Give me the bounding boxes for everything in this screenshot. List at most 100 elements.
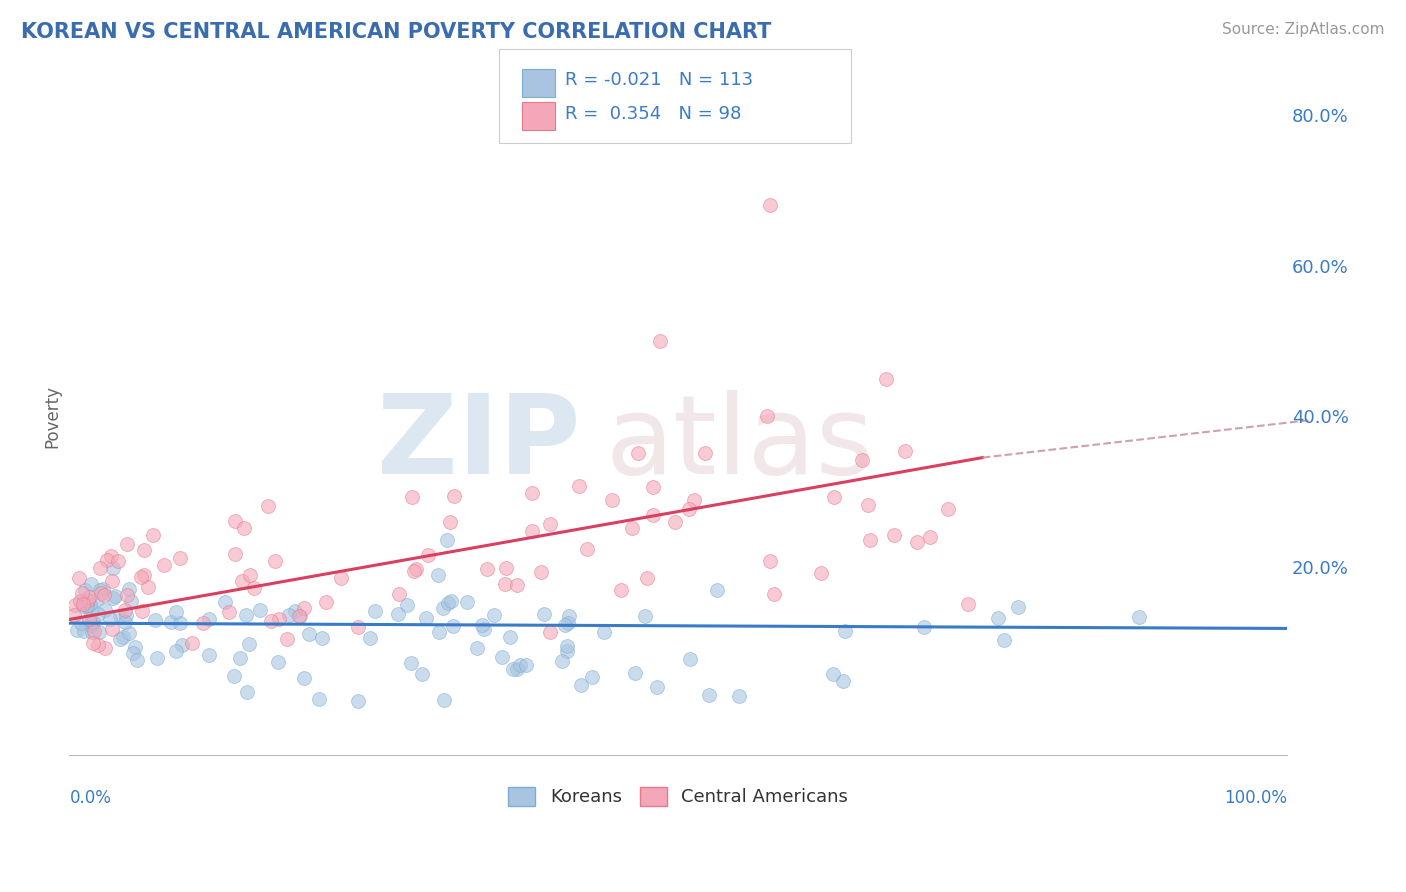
Point <box>856 498 879 512</box>
Point <box>160 615 183 629</box>
Point <box>471 618 494 632</box>
Point <box>495 561 517 575</box>
Point <box>145 650 167 665</box>
Point <box>290 609 312 624</box>
Point <box>530 565 553 579</box>
Point <box>115 608 138 623</box>
Point <box>292 671 315 685</box>
Point <box>851 453 873 467</box>
Point <box>491 649 513 664</box>
Point <box>132 568 155 582</box>
Point <box>93 588 115 602</box>
Point <box>810 566 832 580</box>
Point <box>627 446 650 460</box>
Point <box>124 640 146 654</box>
Point <box>648 334 671 348</box>
Point <box>664 516 686 530</box>
Point <box>758 554 780 568</box>
Point <box>443 618 465 632</box>
Point <box>706 582 728 597</box>
Point <box>131 605 153 619</box>
Point <box>132 543 155 558</box>
Y-axis label: Poverty: Poverty <box>44 384 60 448</box>
Point <box>432 600 454 615</box>
Point <box>90 586 112 600</box>
Point <box>236 685 259 699</box>
Point <box>238 637 260 651</box>
Point <box>315 595 337 609</box>
Point <box>416 549 439 563</box>
Point <box>214 595 236 609</box>
Point <box>267 656 290 670</box>
Text: KOREAN VS CENTRAL AMERICAN POVERTY CORRELATION CHART: KOREAN VS CENTRAL AMERICAN POVERTY CORRE… <box>21 22 772 42</box>
Point <box>80 602 103 616</box>
Point <box>347 694 370 708</box>
Point <box>600 493 623 508</box>
Point <box>396 599 419 613</box>
Point <box>63 607 86 622</box>
Point <box>276 632 298 646</box>
Point <box>103 591 125 606</box>
Point <box>359 631 381 645</box>
Point <box>104 589 127 603</box>
Point <box>243 581 266 595</box>
Point <box>956 598 979 612</box>
Point <box>346 620 368 634</box>
Point <box>883 528 905 542</box>
Point <box>114 603 136 617</box>
Point <box>311 631 333 645</box>
Point <box>533 607 555 621</box>
Point <box>80 576 103 591</box>
Point <box>277 608 299 623</box>
Point <box>875 371 897 385</box>
Point <box>832 673 855 688</box>
Point <box>80 615 103 630</box>
Point <box>387 587 409 601</box>
Point <box>82 636 104 650</box>
Point <box>169 616 191 631</box>
Point <box>76 599 98 613</box>
Point <box>111 630 134 644</box>
Point <box>387 607 409 622</box>
Point <box>440 594 463 608</box>
Point <box>94 641 117 656</box>
Point <box>73 582 96 597</box>
Point <box>494 576 516 591</box>
Point <box>520 486 543 500</box>
Point <box>437 596 460 610</box>
Point <box>551 654 574 668</box>
Point <box>426 567 449 582</box>
Point <box>239 568 262 582</box>
Legend: Koreans, Central Americans: Koreans, Central Americans <box>501 780 855 814</box>
Point <box>482 608 505 623</box>
Point <box>427 625 450 640</box>
Point <box>114 615 136 630</box>
Point <box>624 665 647 680</box>
Point <box>75 598 97 612</box>
Point <box>260 614 283 628</box>
Point <box>152 558 174 572</box>
Point <box>218 605 240 619</box>
Point <box>72 624 94 638</box>
Point <box>634 608 657 623</box>
Point <box>120 594 142 608</box>
Point <box>405 561 427 575</box>
Point <box>515 658 537 673</box>
Point <box>118 582 141 597</box>
Point <box>439 515 461 529</box>
Point <box>108 632 131 646</box>
Point <box>557 644 579 658</box>
Text: ZIP: ZIP <box>377 390 581 497</box>
Point <box>231 574 253 588</box>
Point <box>643 508 665 523</box>
Point <box>100 574 122 589</box>
Text: 100.0%: 100.0% <box>1225 789 1286 806</box>
Point <box>224 669 246 683</box>
Point <box>70 615 93 630</box>
Point <box>538 516 561 531</box>
Text: atlas: atlas <box>605 390 873 497</box>
Point <box>678 502 700 516</box>
Point <box>506 662 529 676</box>
Point <box>224 514 246 528</box>
Point <box>693 446 716 460</box>
